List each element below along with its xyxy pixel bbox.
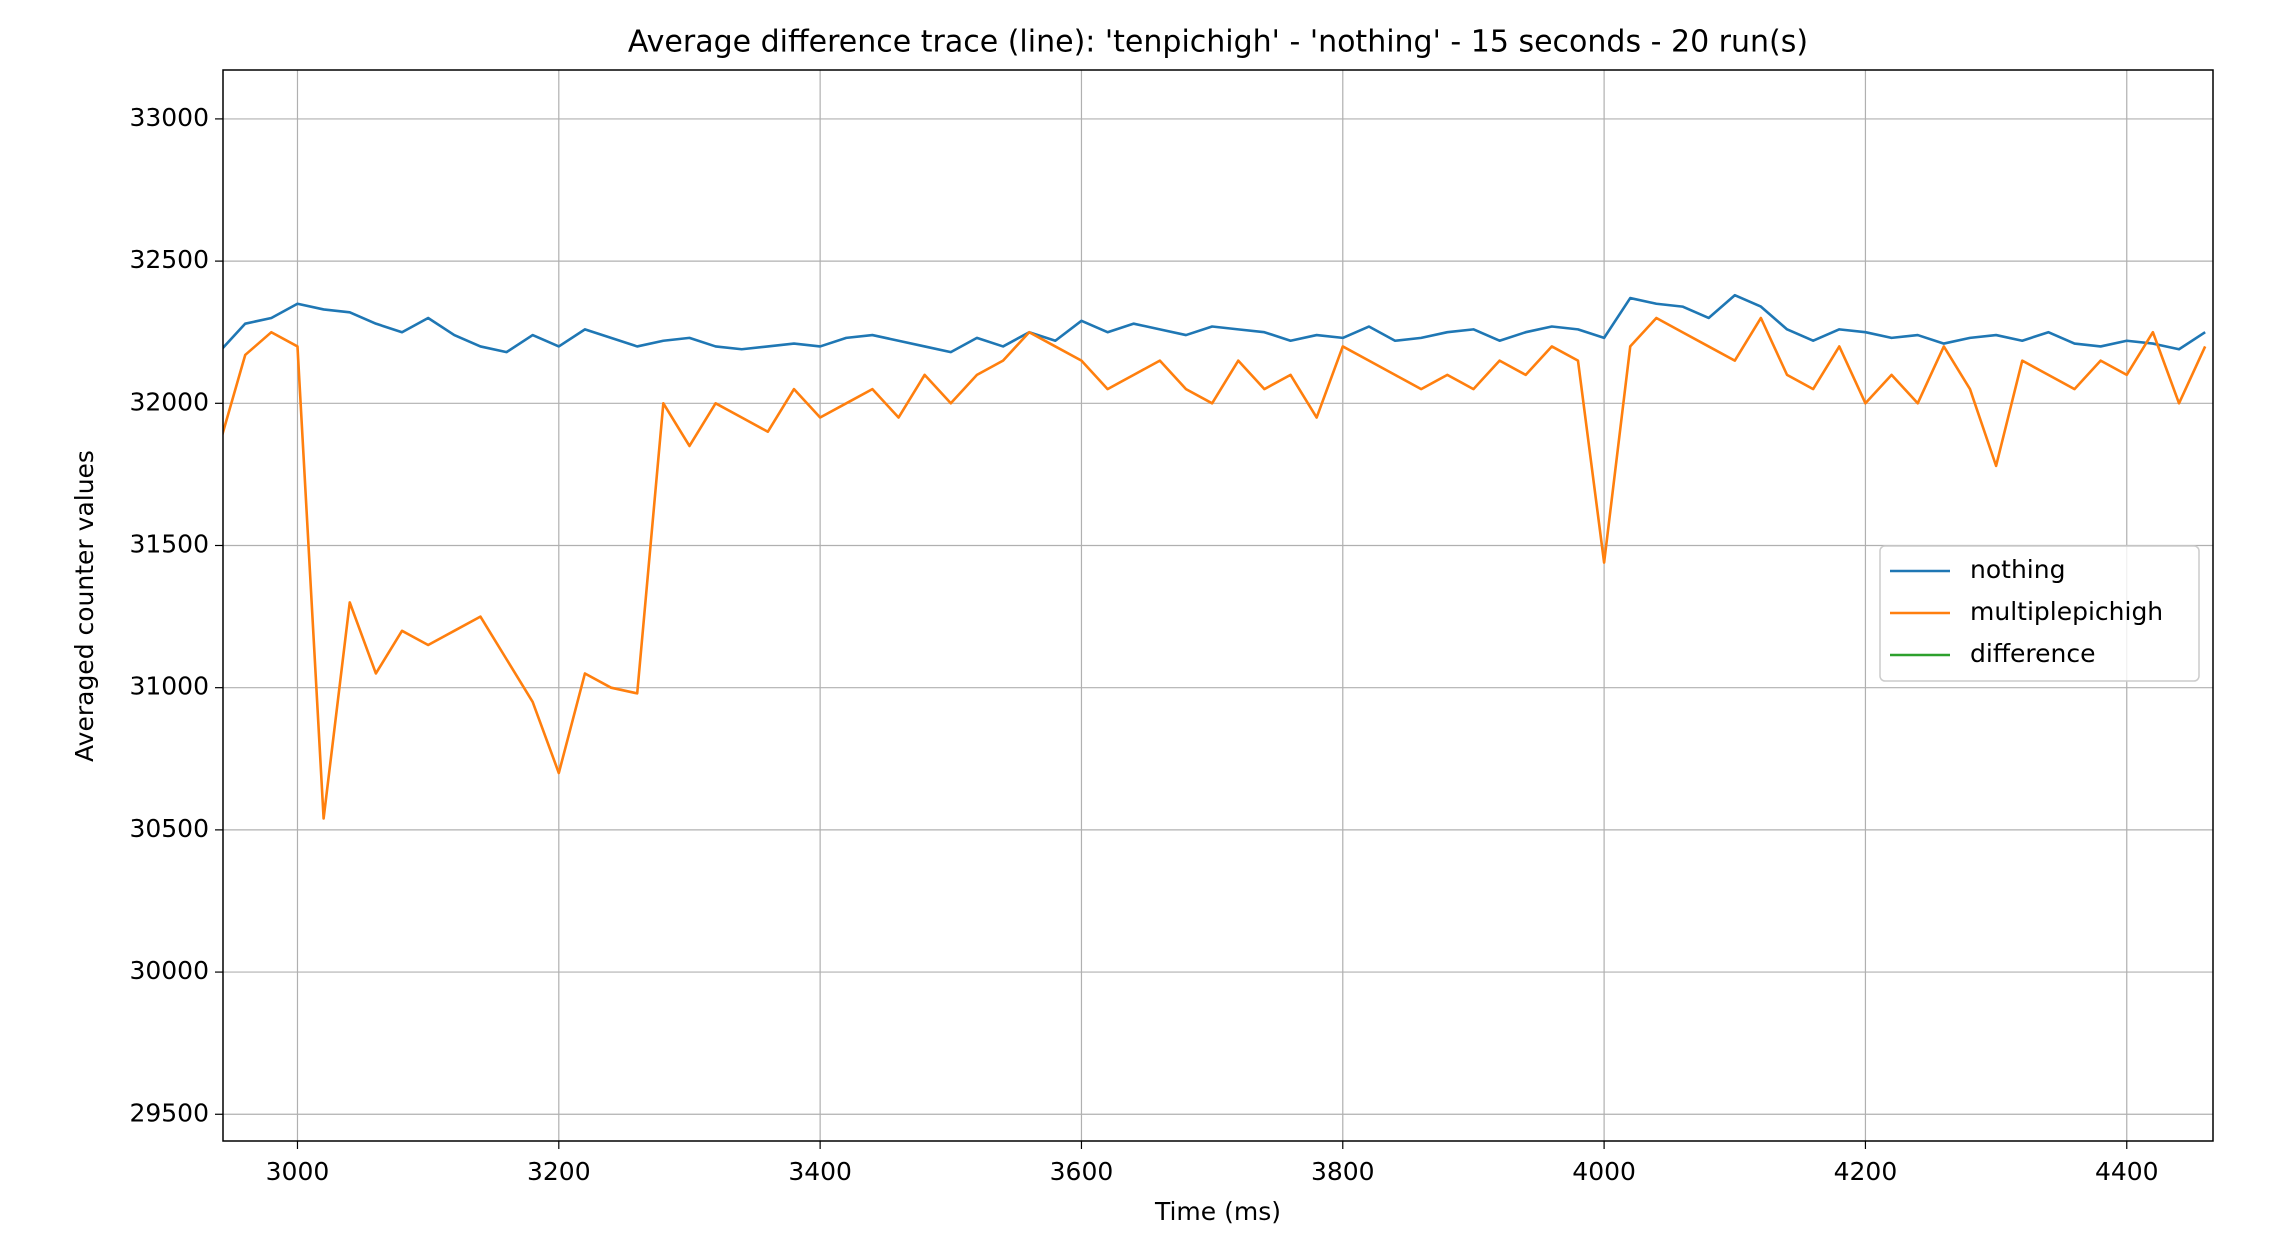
y-tick-label: 31000	[129, 672, 209, 701]
y-tick-label: 31500	[129, 529, 209, 558]
y-tick-label: 33000	[129, 103, 209, 132]
y-tick-label: 30000	[129, 956, 209, 985]
series-line	[223, 316, 2207, 820]
x-tick-label: 3600	[1050, 1157, 1114, 1186]
legend-label: difference	[1970, 639, 2096, 668]
y-tick-label: 32000	[129, 387, 209, 416]
legend-box	[1879, 545, 2200, 682]
legend-label: nothing	[1970, 555, 2065, 584]
ticks: 3000 3200 3400 3600 3800 4000 4200 4400 29500 300…	[129, 103, 2158, 1186]
x-tick-label: 3800	[1311, 1157, 1375, 1186]
plot-area	[223, 293, 2207, 820]
x-axis-label: Time (ms)	[1154, 1197, 1281, 1226]
chart-title: Average difference trace (line): 'tenpic…	[628, 25, 1808, 60]
legend: nothing multiplepichigh difference	[1879, 545, 2200, 682]
y-tick-label: 29500	[129, 1098, 209, 1127]
series-line	[223, 293, 2206, 354]
y-axis-label: Averaged counter values	[70, 450, 99, 762]
x-tick-label: 3000	[266, 1157, 330, 1186]
axes-frame	[222, 69, 2214, 1142]
y-tick-label: 32500	[129, 245, 209, 274]
grid	[223, 70, 2213, 1141]
y-tick-label: 30500	[129, 814, 209, 843]
x-tick-label: 3400	[788, 1157, 852, 1186]
legend-label: multiplepichigh	[1970, 597, 2163, 626]
x-tick-label: 4000	[1572, 1157, 1636, 1186]
x-tick-label: 4200	[1834, 1157, 1898, 1186]
x-tick-label: 3200	[527, 1157, 591, 1186]
x-tick-label: 4400	[2095, 1157, 2159, 1186]
